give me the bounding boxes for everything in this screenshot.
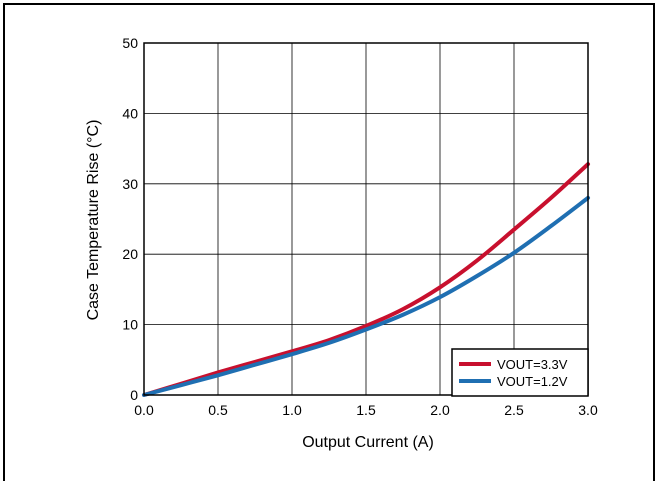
plot-area-border <box>143 42 589 396</box>
x-tick-label: 0.0 <box>134 402 154 418</box>
x-tick-label: 2.5 <box>504 402 524 418</box>
chart-frame <box>3 3 655 481</box>
y-tick-label: 0 <box>130 387 138 403</box>
x-tick-label: 2.0 <box>430 402 450 418</box>
series-line-vout-3v3 <box>142 162 590 397</box>
legend-label-vout-3v3: VOUT=3.3V <box>497 357 568 372</box>
y-axis-title: Case Temperature Rise (°C) <box>85 120 102 321</box>
x-tick-label: 1.0 <box>282 402 302 418</box>
series-lines <box>142 162 590 397</box>
legend-box <box>451 348 589 397</box>
y-tick-label: 10 <box>122 317 138 333</box>
x-tick-label: 1.5 <box>356 402 376 418</box>
y-tick-label: 20 <box>122 246 138 262</box>
tick-labels: 0.0 0.5 1.0 1.5 2.0 2.5 3.0 0 10 20 30 40 50 <box>122 35 598 418</box>
x-axis-title: Output Current (A) <box>302 434 434 451</box>
grid-lines <box>143 42 589 396</box>
y-tick-label: 40 <box>122 105 138 121</box>
legend: VOUT=3.3V VOUT=1.2V <box>451 348 589 397</box>
y-tick-label: 30 <box>122 176 138 192</box>
legend-label-vout-1v2: VOUT=1.2V <box>497 374 568 389</box>
x-tick-label: 0.5 <box>208 402 228 418</box>
x-tick-label: 3.0 <box>578 402 598 418</box>
y-tick-label: 50 <box>122 35 138 51</box>
series-line-vout-1v2 <box>142 195 590 397</box>
